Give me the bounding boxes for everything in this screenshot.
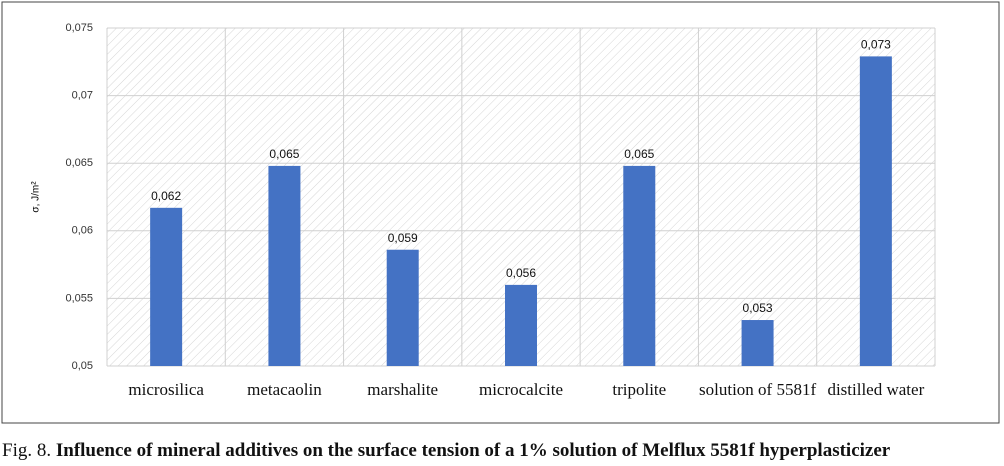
- x-tick-label: metacaolin: [247, 380, 322, 399]
- caption-label: Fig. 8.: [2, 440, 52, 461]
- y-tick-label: 0,05: [72, 360, 93, 372]
- y-tick-label: 0,075: [65, 22, 93, 34]
- bar: [268, 165, 301, 366]
- value-label: 0,053: [743, 301, 773, 315]
- x-tick-label: solution of 5581f: [699, 380, 816, 399]
- x-tick-label: distilled water: [827, 380, 924, 399]
- value-label: 0,065: [269, 147, 299, 161]
- figure-caption: Fig. 8. Influence of mineral additives o…: [2, 440, 890, 462]
- bar: [505, 284, 537, 366]
- y-tick-label: 0,055: [65, 292, 93, 304]
- bar: [859, 56, 892, 366]
- y-axis-label: σ, J/m²: [31, 181, 42, 213]
- caption-text: Influence of mineral additives on the su…: [55, 440, 891, 461]
- bar: [623, 165, 656, 366]
- bar: [386, 249, 419, 366]
- value-label: 0,062: [151, 189, 181, 203]
- y-tick-label: 0,065: [65, 157, 93, 169]
- y-tick-label: 0,07: [72, 90, 93, 102]
- x-tick-label: microcalcite: [479, 380, 563, 399]
- x-tick-label: tripolite: [612, 380, 666, 399]
- value-label: 0,059: [388, 231, 418, 245]
- x-tick-label: microsilica: [128, 380, 204, 399]
- value-label: 0,056: [506, 266, 536, 280]
- y-tick-label: 0,06: [72, 225, 93, 237]
- bar: [150, 207, 183, 366]
- value-label: 0,073: [861, 38, 891, 52]
- bar: [741, 320, 774, 366]
- chart: σ, J/m² 0,05 0,055 0,06 0,065 0,07 0,075 0,062…: [1, 1, 1000, 424]
- value-label: 0,065: [624, 147, 654, 161]
- x-tick-label: marshalite: [367, 380, 438, 399]
